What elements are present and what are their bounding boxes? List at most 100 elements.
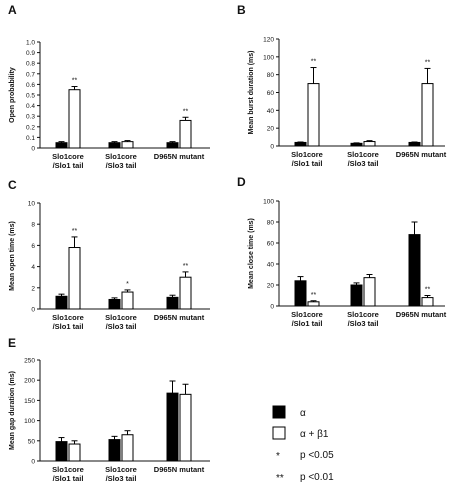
y-axis-title: Mean burst duration (ms) — [248, 50, 255, 134]
y-tick-label: 100 — [263, 54, 274, 61]
category-label: Slo1core — [52, 313, 84, 322]
y-tick-label: 0.6 — [26, 82, 35, 89]
bar-alpha — [166, 296, 179, 310]
legend-swatch-alpha — [272, 405, 286, 419]
panel-label: B — [237, 3, 246, 17]
chart-panel-b: B 0 20 40 60 80 100 120 Mean burst duration (ms)… — [237, 3, 447, 168]
y-tick-label: 0.8 — [26, 61, 35, 68]
y-tick-label: 0 — [270, 144, 274, 151]
category-label: D965N mutant — [396, 310, 447, 319]
bar-alpha_beta1 — [421, 83, 434, 147]
legend-sig-symbol: ** — [276, 473, 284, 484]
legend-sig-label: p <0.01 — [300, 472, 334, 483]
y-tick-label: 0.1 — [26, 135, 35, 142]
significance-mark: ** — [425, 59, 431, 66]
legend-label: α — [300, 408, 306, 419]
y-tick-label: 10 — [28, 201, 36, 208]
bar-alpha_beta1 — [307, 83, 320, 147]
bar-alpha_beta1 — [68, 89, 81, 149]
legend-swatch-alpha_beta1 — [272, 426, 286, 440]
y-axis-title: Mean gap duration (ms) — [9, 371, 16, 450]
significance-mark: ** — [311, 59, 317, 66]
category-label: /Slo3 tail — [106, 161, 137, 170]
panel-label: D — [237, 175, 246, 189]
bar-alpha — [350, 142, 363, 147]
bar-alpha — [55, 441, 68, 462]
chart-panel-e: E 0 50 100 150 200 250 Mean gap duration (ms) Sl… — [8, 336, 210, 483]
significance-mark: ** — [183, 108, 189, 115]
significance-mark: ** — [311, 292, 317, 299]
bar-alpha — [108, 142, 121, 149]
panel-label: E — [8, 336, 16, 350]
bar-alpha_beta1 — [179, 119, 192, 149]
y-tick-label: 2 — [31, 285, 35, 292]
category-label: /Slo3 tail — [348, 159, 379, 168]
bar-alpha — [408, 141, 421, 147]
legend-sig-symbol: * — [276, 451, 280, 462]
y-tick-label: 20 — [267, 283, 275, 290]
y-tick-label: 80 — [267, 72, 275, 79]
y-tick-label: 250 — [24, 358, 35, 365]
bar-alpha_beta1 — [121, 291, 134, 310]
category-label: /Slo1 tail — [53, 474, 84, 483]
category-label: /Slo1 tail — [292, 159, 323, 168]
y-tick-label: 100 — [24, 418, 35, 425]
category-label: Slo1core — [52, 152, 84, 161]
legend-label: α + β1 — [300, 429, 329, 440]
y-tick-label: 1.0 — [26, 40, 35, 47]
y-tick-label: 200 — [24, 378, 35, 385]
y-tick-label: 100 — [263, 199, 274, 206]
bar-alpha — [408, 234, 421, 307]
chart-panel-c: C 0 2 4 6 8 10 Mean open time (ms) Slo1core/Slo1… — [8, 178, 210, 331]
y-tick-label: 60 — [267, 241, 275, 248]
bar-alpha_beta1 — [179, 393, 192, 462]
y-tick-label: 20 — [267, 126, 275, 133]
category-label: D965N mutant — [396, 150, 447, 159]
bar-alpha — [55, 295, 68, 310]
bar-alpha — [108, 298, 121, 310]
bar-alpha_beta1 — [363, 141, 376, 147]
bar-alpha_beta1 — [68, 443, 81, 462]
y-tick-label: 4 — [31, 264, 35, 271]
bar-alpha_beta1 — [68, 247, 81, 310]
bar-alpha_beta1 — [121, 141, 134, 149]
category-label: Slo1core — [291, 310, 323, 319]
category-label: Slo1core — [347, 150, 379, 159]
y-tick-label: 0.2 — [26, 124, 35, 131]
y-tick-label: 0.3 — [26, 114, 35, 121]
y-tick-label: 0 — [270, 304, 274, 311]
category-label: D965N mutant — [154, 313, 205, 322]
y-tick-label: 0.7 — [26, 71, 35, 78]
y-tick-label: 150 — [24, 398, 35, 405]
category-label: /Slo3 tail — [348, 319, 379, 328]
category-label: /Slo1 tail — [53, 322, 84, 331]
y-tick-label: 40 — [267, 262, 275, 269]
y-tick-label: 8 — [31, 222, 35, 229]
category-label: Slo1core — [105, 313, 137, 322]
bar-alpha_beta1 — [121, 434, 134, 462]
category-label: Slo1core — [105, 152, 137, 161]
y-tick-label: 60 — [267, 90, 275, 97]
significance-mark: ** — [183, 263, 189, 270]
y-tick-label: 0.4 — [26, 103, 35, 110]
y-axis-title: Mean close time (ms) — [248, 218, 255, 289]
category-label: Slo1core — [291, 150, 323, 159]
significance-mark: ** — [72, 78, 78, 85]
category-label: D965N mutant — [154, 465, 205, 474]
bar-alpha_beta1 — [421, 297, 434, 307]
y-tick-label: 0.9 — [26, 50, 35, 57]
category-label: Slo1core — [347, 310, 379, 319]
bar-alpha — [166, 392, 179, 462]
significance-mark: ** — [72, 228, 78, 235]
category-label: D965N mutant — [154, 152, 205, 161]
panel-label: C — [8, 178, 17, 192]
category-label: /Slo3 tail — [106, 322, 137, 331]
category-label: /Slo1 tail — [53, 161, 84, 170]
category-label: /Slo1 tail — [292, 319, 323, 328]
bar-alpha — [294, 280, 307, 307]
legend: α α + β1 * p <0.05 ** p <0.01 — [272, 405, 334, 484]
significance-mark: * — [126, 281, 129, 288]
bar-alpha — [294, 141, 307, 147]
y-tick-label: 0 — [31, 307, 35, 314]
